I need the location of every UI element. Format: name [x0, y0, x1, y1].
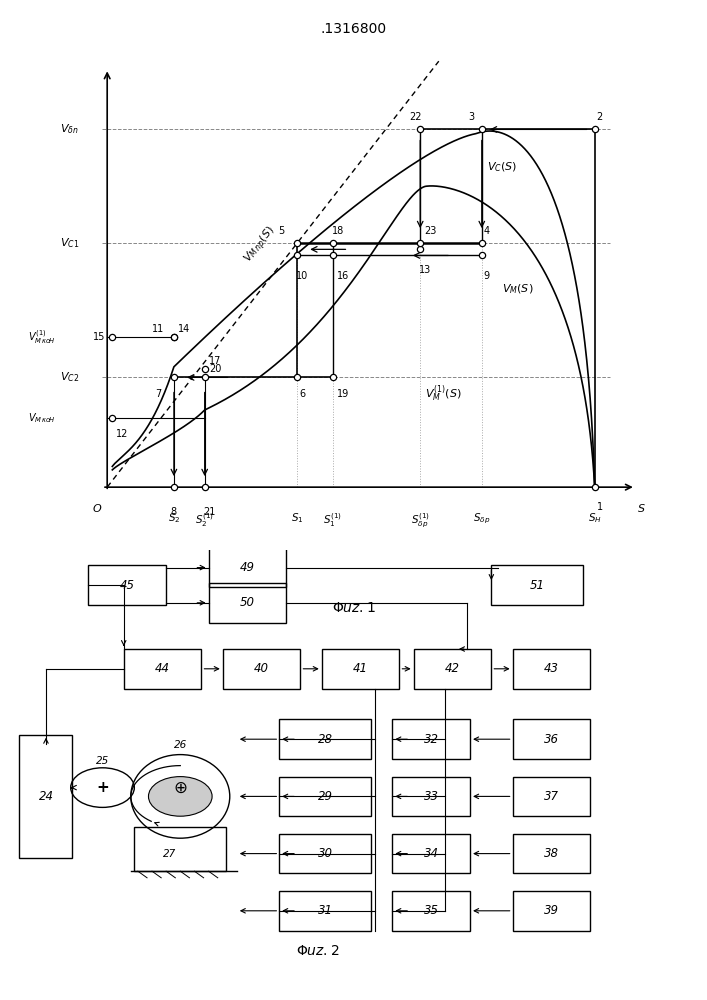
Text: $V_{M\,np}(S)$: $V_{M\,np}(S)$	[241, 223, 281, 267]
Text: 15: 15	[93, 332, 105, 342]
Text: 1: 1	[597, 502, 603, 512]
Bar	[279, 777, 371, 816]
Text: $O$: $O$	[92, 502, 102, 514]
Bar	[209, 583, 286, 623]
Text: 23: 23	[424, 226, 437, 236]
Text: 3: 3	[469, 112, 474, 122]
Text: $S_2^{(1)}$: $S_2^{(1)}$	[195, 512, 214, 529]
Text: $S_2$: $S_2$	[168, 512, 180, 525]
Bar	[392, 891, 470, 931]
Text: 40: 40	[254, 662, 269, 675]
Text: $\Phi u z.1$: $\Phi u z.1$	[332, 601, 375, 615]
Text: 25: 25	[96, 756, 109, 766]
Bar	[513, 777, 590, 816]
Text: 39: 39	[544, 904, 559, 917]
Bar	[513, 719, 590, 759]
Text: $\Phi u z.2$: $\Phi u z.2$	[296, 944, 340, 958]
Text: 30: 30	[317, 847, 333, 860]
Text: 19: 19	[337, 389, 349, 399]
Text: 33: 33	[423, 790, 439, 803]
Text: 2: 2	[597, 112, 603, 122]
Text: $V_{M\,\kappa o\!H}$: $V_{M\,\kappa o\!H}$	[28, 411, 56, 425]
Text: 32: 32	[423, 733, 439, 746]
Text: $S_{\delta p}^{(1)}$: $S_{\delta p}^{(1)}$	[411, 512, 430, 530]
Text: 37: 37	[544, 790, 559, 803]
Text: $V_{\delta n}$: $V_{\delta n}$	[60, 123, 79, 136]
Text: $S_1^{(1)}$: $S_1^{(1)}$	[324, 512, 342, 529]
Text: 50: 50	[240, 596, 255, 609]
Bar	[124, 649, 201, 689]
Text: $V_M(S)$: $V_M(S)$	[502, 282, 534, 296]
Text: 28: 28	[317, 733, 333, 746]
Text: 51: 51	[530, 579, 545, 592]
Text: 31: 31	[317, 904, 333, 917]
Text: 4: 4	[484, 226, 490, 236]
Text: 22: 22	[409, 112, 421, 122]
Text: 9: 9	[484, 271, 490, 281]
Bar	[279, 719, 371, 759]
Text: 49: 49	[240, 561, 255, 574]
Bar	[513, 891, 590, 931]
Text: 6: 6	[299, 389, 305, 399]
Text: 8: 8	[171, 507, 177, 517]
Bar	[279, 891, 371, 931]
Bar	[279, 834, 371, 873]
Bar	[392, 777, 470, 816]
Bar	[392, 834, 470, 873]
Text: 24: 24	[38, 790, 54, 803]
Bar	[414, 649, 491, 689]
Text: 43: 43	[544, 662, 559, 675]
Bar	[134, 827, 226, 871]
Text: 14: 14	[178, 324, 190, 334]
Text: $S_1$: $S_1$	[291, 512, 303, 525]
Text: 44: 44	[155, 662, 170, 675]
Text: $S$: $S$	[636, 502, 645, 514]
Text: $V_{C1}$: $V_{C1}$	[59, 236, 79, 250]
Bar	[223, 649, 300, 689]
Text: 38: 38	[544, 847, 559, 860]
Text: 26: 26	[174, 740, 187, 750]
Text: 17: 17	[209, 356, 221, 366]
Text: 42: 42	[445, 662, 460, 675]
Text: $V_{C2}$: $V_{C2}$	[60, 370, 79, 384]
Text: 11: 11	[153, 324, 165, 334]
Bar	[322, 649, 399, 689]
Text: 21: 21	[204, 507, 216, 517]
Bar	[513, 834, 590, 873]
Text: $V_M^{(1)}(S)$: $V_M^{(1)}(S)$	[426, 383, 462, 404]
Text: $S_H$: $S_H$	[588, 512, 602, 525]
Text: 35: 35	[423, 904, 439, 917]
Text: 16: 16	[337, 271, 349, 281]
Text: 41: 41	[353, 662, 368, 675]
Text: $V_{M\,\kappa o\!H}^{(1)}$: $V_{M\,\kappa o\!H}^{(1)}$	[28, 328, 56, 346]
Circle shape	[148, 777, 212, 816]
Text: $S_{\delta p}$: $S_{\delta p}$	[473, 512, 491, 526]
Text: 5: 5	[279, 226, 285, 236]
Text: 18: 18	[332, 226, 344, 236]
Text: 34: 34	[423, 847, 439, 860]
Bar	[491, 565, 583, 605]
Text: 13: 13	[419, 265, 431, 275]
Text: +: +	[96, 780, 109, 795]
Text: 27: 27	[163, 849, 176, 859]
Bar	[88, 565, 166, 605]
Text: 12: 12	[117, 429, 129, 439]
Text: 10: 10	[296, 271, 308, 281]
Text: $\oplus$: $\oplus$	[173, 779, 187, 797]
Text: .1316800: .1316800	[320, 22, 387, 36]
Text: 20: 20	[209, 364, 221, 374]
Text: 29: 29	[317, 790, 333, 803]
Text: $V_C(S)$: $V_C(S)$	[487, 160, 517, 174]
Text: 36: 36	[544, 733, 559, 746]
Text: 45: 45	[119, 579, 135, 592]
Bar	[392, 719, 470, 759]
Bar	[513, 649, 590, 689]
Bar	[209, 548, 286, 587]
Bar	[20, 735, 73, 858]
Text: 7: 7	[156, 389, 162, 399]
